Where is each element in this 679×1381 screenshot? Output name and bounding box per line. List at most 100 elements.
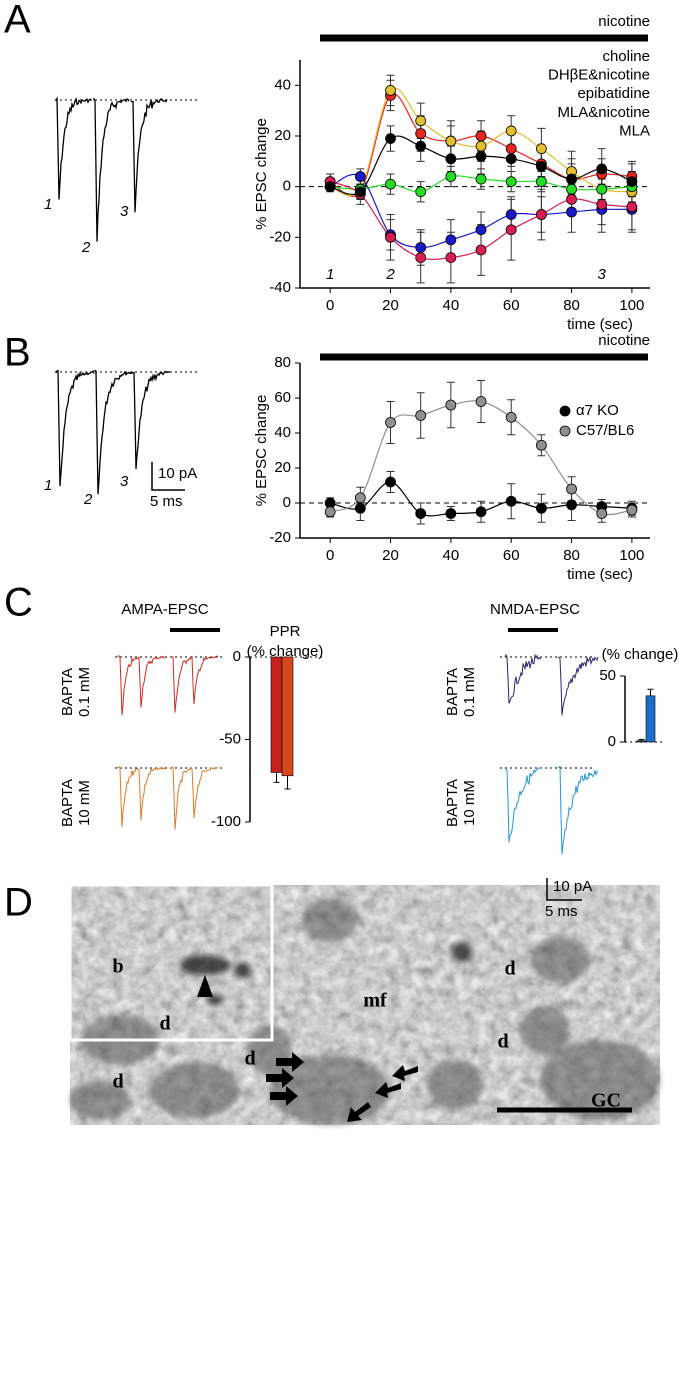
data-point	[385, 178, 396, 190]
trace	[54, 96, 92, 200]
x-tick-label: 100	[619, 297, 644, 314]
condition-label: 0.1 mM	[76, 667, 93, 717]
data-point	[535, 176, 547, 188]
data-point	[566, 173, 577, 185]
data-point	[505, 176, 517, 188]
condition-label: 10 mM	[461, 780, 478, 826]
data-point	[475, 396, 487, 407]
data-point	[445, 171, 457, 182]
trace	[92, 97, 130, 242]
data-point	[475, 130, 487, 142]
data-point	[385, 476, 396, 488]
data-point	[505, 411, 517, 423]
data-point	[596, 163, 608, 175]
data-point	[445, 508, 457, 519]
data-point	[535, 439, 547, 451]
data-point	[475, 173, 487, 185]
data-point	[505, 153, 517, 165]
trace-title: NMDA-EPSC	[490, 601, 580, 618]
legend-label: MLA&nicotine	[557, 104, 650, 121]
data-point	[535, 209, 547, 220]
annotation: nicotine	[598, 332, 650, 349]
condition-label: BAPTA	[59, 668, 76, 716]
trace	[557, 765, 599, 855]
y-tick-label: 40	[274, 424, 291, 441]
bar	[281, 656, 294, 777]
x-axis-label: time (sec)	[567, 316, 633, 333]
condition-label: BAPTA	[444, 779, 461, 827]
y-tick-label: -20	[269, 529, 291, 546]
trace	[130, 98, 168, 213]
data-point	[385, 133, 396, 144]
chart-title: (% change)	[602, 646, 679, 663]
x-tick-label: 100	[619, 547, 644, 564]
data-point	[596, 198, 608, 210]
y-tick-label: 50	[599, 667, 616, 684]
bar	[636, 740, 647, 743]
y-tick-label: -50	[219, 730, 241, 747]
data-point	[626, 176, 638, 188]
trace	[169, 766, 219, 830]
chart-title: PPR	[270, 623, 301, 640]
micrograph-label: d	[159, 1013, 170, 1035]
data-point	[475, 244, 487, 256]
data-point	[505, 143, 517, 155]
trace-number: 3	[120, 473, 129, 490]
data-point	[535, 143, 547, 155]
phase-label: 2	[385, 266, 395, 283]
legend-label: DHβE&nicotine	[548, 67, 650, 84]
data-point	[445, 399, 457, 411]
micrograph-label: mf	[363, 990, 387, 1012]
data-point	[445, 153, 457, 165]
x-tick-label: 60	[503, 547, 520, 564]
panel-letter: A	[4, 0, 31, 42]
trace	[94, 370, 133, 495]
x-tick-label: 80	[563, 297, 580, 314]
data-point	[475, 150, 487, 162]
x-tick-label: 80	[563, 547, 580, 564]
data-point	[505, 209, 517, 220]
legend-marker	[559, 425, 571, 437]
data-point	[385, 231, 396, 243]
data-point	[324, 181, 336, 193]
data-point	[385, 417, 396, 428]
y-tick-label: 0	[608, 733, 616, 750]
data-point	[626, 504, 638, 516]
data-point	[415, 410, 427, 421]
data-point	[475, 140, 487, 152]
data-point	[415, 128, 427, 139]
micrograph	[68, 883, 660, 1125]
error-bar	[284, 775, 291, 790]
y-tick-label: 20	[274, 127, 291, 144]
trace	[504, 767, 542, 843]
legend-label: choline	[602, 48, 650, 65]
scale-time: 5 ms	[150, 493, 183, 510]
data-point	[354, 492, 366, 504]
data-point	[596, 508, 608, 519]
data-point	[475, 224, 487, 236]
data-point	[475, 506, 487, 518]
micrograph-label: d	[112, 1071, 123, 1093]
y-tick-label: -20	[269, 228, 291, 245]
panel-letter: B	[4, 331, 31, 375]
scale-current: 10 pA	[553, 878, 592, 895]
data-point	[505, 224, 517, 236]
bar	[270, 656, 283, 773]
trace-number: 1	[44, 196, 52, 213]
y-tick-label: 80	[274, 354, 291, 371]
data-point	[566, 183, 577, 195]
data-point	[535, 502, 547, 514]
condition-label: BAPTA	[59, 779, 76, 827]
micrograph-label: d	[244, 1048, 255, 1070]
data-point	[415, 115, 427, 127]
annotation: nicotine	[598, 13, 650, 30]
data-point	[415, 508, 427, 519]
panel-letter: C	[4, 581, 33, 625]
data-point	[445, 135, 457, 147]
bar	[645, 695, 656, 743]
data-point	[566, 499, 577, 511]
trace-number: 2	[83, 491, 93, 508]
trace-number: 2	[81, 239, 91, 256]
trace	[55, 369, 95, 487]
data-point	[445, 252, 457, 264]
